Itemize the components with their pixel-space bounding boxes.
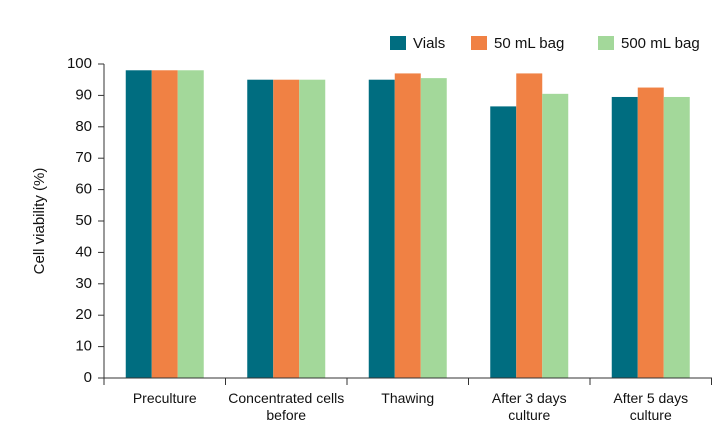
bar	[273, 79, 300, 378]
bar	[542, 93, 569, 378]
bar	[516, 73, 543, 379]
bar	[490, 106, 517, 378]
bar	[420, 78, 447, 378]
bar	[299, 79, 326, 378]
bar	[125, 70, 152, 378]
y-tick-label: 20	[75, 306, 92, 323]
y-axis-label: Cell viability (%)	[31, 168, 48, 275]
y-tick-label: 60	[75, 181, 92, 198]
y-tick-label: 100	[67, 55, 92, 72]
x-tick-label: After 3 days culture	[491, 390, 567, 423]
y-tick-label: 40	[75, 243, 92, 260]
y-tick-label: 30	[75, 275, 92, 292]
bar	[368, 79, 395, 378]
x-tick-label: After 5 days culture	[613, 390, 689, 423]
x-tick-label: Concentrated cells before	[228, 390, 345, 423]
x-tick-label: Thawing	[381, 390, 435, 406]
y-tick-label: 0	[84, 369, 92, 386]
bar	[663, 96, 690, 378]
bar	[637, 87, 664, 379]
y-tick-label: 70	[75, 149, 92, 166]
x-tick-label: Preculture	[132, 390, 197, 406]
legend-swatch	[390, 36, 406, 50]
legend-label: Vials	[413, 35, 445, 52]
y-tick-label: 80	[75, 118, 92, 135]
y-tick-label: 90	[75, 86, 92, 103]
y-tick-label: 10	[75, 338, 92, 355]
bar	[394, 73, 421, 379]
bar	[151, 70, 178, 378]
bar	[177, 70, 204, 378]
bar	[247, 79, 274, 378]
legend-label: 500 mL bag	[621, 35, 700, 52]
legend-swatch	[598, 36, 614, 50]
bar	[611, 96, 638, 378]
legend-swatch	[471, 36, 487, 50]
legend-label: 50 mL bag	[494, 35, 564, 52]
y-tick-label: 50	[75, 212, 92, 229]
